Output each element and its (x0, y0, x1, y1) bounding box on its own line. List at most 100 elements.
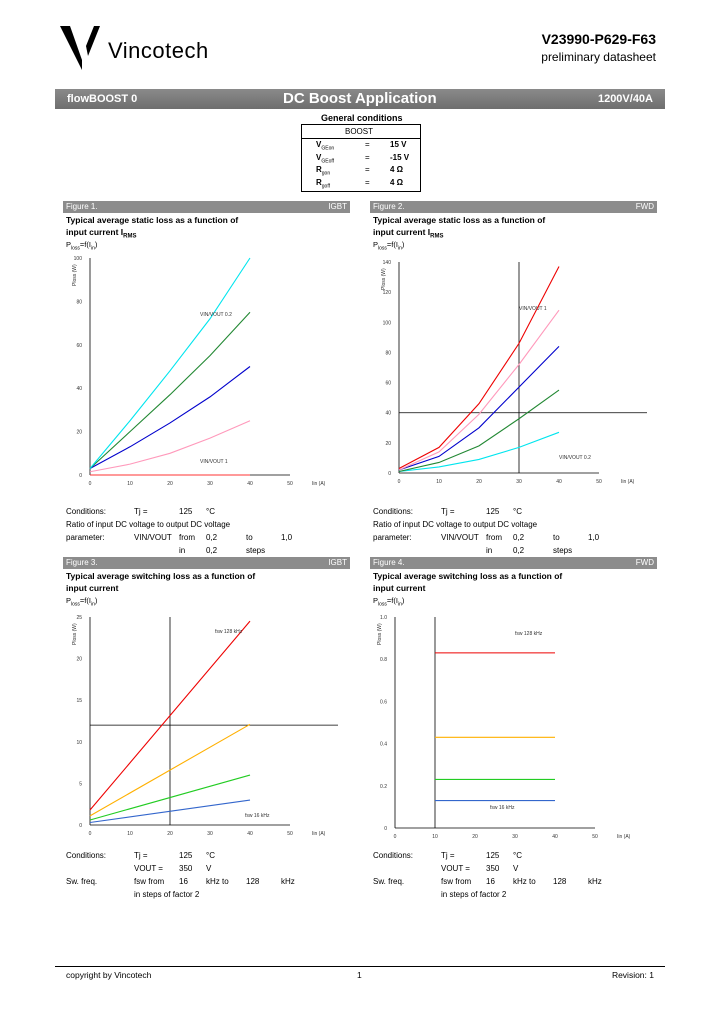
footer-copyright: copyright by Vincotech (66, 970, 152, 980)
curve-annotation: VIN/VOUT 1 (200, 459, 228, 465)
figure-header: Figure 1. IGBT (63, 201, 350, 213)
condition-cell: Sw. freq. (66, 877, 98, 886)
condition-cell: from (179, 533, 195, 542)
y-tick-label: 80 (76, 299, 82, 305)
y-tick-label: 20 (76, 430, 82, 436)
figure-conditions: Conditions: Tj = 125 °C Ratio of input DC vo… (373, 507, 653, 555)
figure-header: Figure 2. FWD (370, 201, 657, 213)
condition-cell: Tj = (134, 851, 148, 860)
condition-cell: 125 (179, 851, 193, 860)
figure-label: Figure 1. (66, 202, 98, 211)
figure-tag: IGBT (328, 558, 347, 567)
gc-value: -15 V (390, 152, 410, 162)
figure-header: Figure 4. FWD (370, 557, 657, 569)
footer-page-number: 1 (357, 970, 362, 980)
y-tick-label: 80 (385, 350, 391, 356)
x-tick-label: 10 (127, 481, 133, 487)
series-line-1 (398, 389, 560, 473)
condition-cell: VIN/VOUT (134, 533, 172, 542)
x-tick-label: 0 (89, 481, 92, 487)
figure-function: Ploss=f(Iin) (66, 596, 98, 608)
condition-cell: °C (513, 851, 522, 860)
y-tick-label: 60 (385, 381, 391, 387)
figure-chart: 0 20 40 60 80 100 0 10 20 30 40 50 Ploss (W) Iin (A) V… (72, 256, 326, 487)
condition-cell: to (246, 533, 253, 542)
condition-cell: VOUT = (134, 864, 163, 873)
condition-cell: 0,2 (206, 533, 218, 542)
figure-title-line1: Typical average switching loss as a func… (66, 571, 256, 581)
x-tick-label: 40 (552, 834, 558, 840)
vincotech-logo (60, 26, 100, 70)
condition-cell: 125 (486, 851, 500, 860)
figure-conditions: Conditions: Tj = 125 °C Ratio of input DC vo… (66, 507, 346, 555)
y-tick-label: 20 (385, 441, 391, 447)
series-line-2 (89, 774, 251, 821)
x-tick-label: 30 (207, 481, 213, 487)
y-tick-label: 1.0 (380, 615, 387, 621)
condition-cell: 128 (553, 877, 567, 886)
condition-cell: in steps of factor 2 (134, 890, 200, 899)
gc-symbol: Rgoff (316, 177, 331, 190)
y-axis-label: Ploss (W) (72, 264, 78, 286)
figure-tag: FWD (635, 558, 654, 567)
y-tick-label: 100 (74, 256, 83, 262)
x-tick-label: 30 (512, 834, 518, 840)
x-tick-label: 40 (247, 481, 253, 487)
gc-equals: = (365, 177, 370, 187)
y-tick-label: 15 (76, 698, 82, 704)
gc-equals: = (365, 152, 370, 162)
curve-annotation: VIN/VOUT 1 (519, 306, 547, 312)
title-banner: flowBOOST 0 DC Boost Application 1200V/4… (55, 89, 665, 109)
curve-annotation: fsw 128 kHz (215, 629, 243, 635)
series-line-3 (89, 311, 251, 469)
condition-cell: parameter: (66, 533, 105, 542)
x-tick-label: 20 (167, 481, 173, 487)
gc-section: BOOST (345, 127, 374, 136)
condition-cell: kHz to (513, 877, 536, 886)
condition-cell: 350 (486, 864, 500, 873)
figure-title-line2: input current IRMS (66, 227, 137, 240)
part-number: V23990-P629-F63 (541, 31, 656, 47)
condition-cell: steps (246, 546, 266, 555)
figure-header: Figure 3. IGBT (63, 557, 350, 569)
gc-symbol: VGEon (316, 140, 335, 152)
series-line-3 (398, 309, 560, 471)
figure-label: Figure 4. (373, 558, 405, 567)
x-tick-label: 0 (89, 831, 92, 837)
figure-title-line2: input current (373, 583, 426, 593)
series-line-0 (398, 431, 560, 473)
condition-cell: 350 (179, 864, 193, 873)
x-tick-label: 50 (287, 831, 293, 837)
y-tick-label: 25 (76, 615, 82, 621)
x-tick-label: 20 (472, 834, 478, 840)
figure-title-line1: Typical average switching loss as a func… (373, 571, 563, 581)
condition-cell: Tj = (441, 507, 455, 516)
figure-tag: FWD (635, 202, 654, 211)
condition-cell: Conditions: (373, 507, 414, 516)
x-tick-label: 10 (432, 834, 438, 840)
figure-chart: 0 0.2 0.4 0.6 0.8 1.0 0 10 20 30 40 50 Ploss (W) Iin … (377, 615, 631, 840)
x-axis-label: Iin (A) (621, 479, 635, 485)
figure-function: Ploss=f(Iin) (373, 596, 405, 608)
condition-cell: °C (513, 507, 522, 516)
y-tick-label: 0.8 (380, 657, 387, 663)
company-name: Vincotech (108, 38, 209, 63)
y-tick-label: 0.4 (380, 742, 387, 748)
condition-cell: Ratio of input DC voltage to output DC v… (66, 520, 231, 529)
figure-title: Typical average switching loss as a func… (66, 570, 346, 599)
gc-value: 4 Ω (390, 165, 404, 174)
gc-equals: = (365, 140, 370, 149)
figure-tag: IGBT (328, 202, 347, 211)
y-tick-label: 20 (76, 657, 82, 663)
condition-cell: in (486, 546, 493, 555)
series-line-4 (89, 257, 251, 469)
figure-title: Typical average static loss as a functio… (66, 214, 346, 243)
curve-annotation: VIN/VOUT 0.2 (559, 455, 591, 461)
x-tick-label: 50 (287, 481, 293, 487)
condition-cell: kHz (588, 877, 602, 886)
y-tick-label: 0 (79, 473, 82, 479)
condition-cell: 128 (246, 877, 260, 886)
y-tick-label: 140 (383, 260, 392, 266)
condition-cell: °C (206, 507, 215, 516)
condition-cell: in steps of factor 2 (441, 890, 507, 899)
